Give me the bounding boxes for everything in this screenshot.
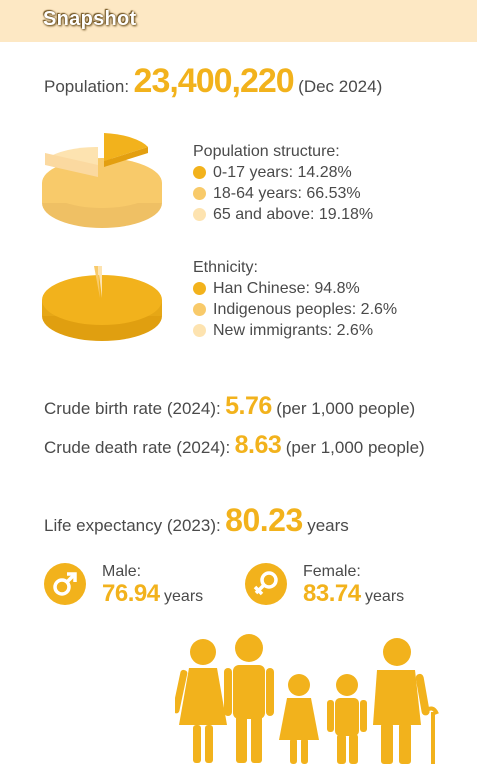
boy-figure [327, 674, 367, 764]
population-row: Population: 23,400,220 (Dec 2024) [44, 62, 382, 101]
pie-slice-65-plus-side [45, 153, 98, 177]
female-label: Female: [303, 563, 361, 580]
population-note: (Dec 2024) [298, 77, 383, 96]
female-symbol-icon [245, 563, 287, 605]
life-expectancy-unit: years [307, 516, 349, 535]
death-rate-note: (per 1,000 people) [285, 438, 425, 457]
ethnicity-title: Ethnicity: [193, 259, 258, 276]
pie-slice-new-immigrants [98, 266, 102, 298]
female-block: Female: 83.74 years [303, 561, 404, 608]
male-unit: years [164, 588, 204, 605]
male-value: 76.94 [102, 580, 160, 607]
life-expectancy-value: 80.23 [225, 502, 303, 538]
birth-rate-note: (per 1,000 people) [276, 399, 416, 418]
life-expectancy-row: Life expectancy (2023): 80.23 years [44, 502, 349, 539]
legend-label: 0-17 years: 14.28% [213, 164, 352, 181]
life-expectancy-label: Life expectancy (2023): [44, 516, 221, 535]
population-value: 23,400,220 [133, 62, 295, 100]
legend-dot [193, 208, 206, 221]
legend-dot [193, 187, 206, 200]
pie-slice-indigenous [94, 266, 100, 298]
legend-item-0-17: 0-17 years: 14.28% [193, 162, 373, 183]
birth-rate-label: Crude birth rate (2024): [44, 399, 221, 418]
legend-label: Indigenous peoples: 2.6% [213, 301, 398, 318]
pie-slice-han [42, 275, 162, 325]
legend-dot [193, 166, 206, 179]
header-bar: Snapshot [0, 0, 477, 42]
death-rate-label: Crude death rate (2024): [44, 438, 231, 457]
population-structure-legend: Population structure: 0-17 years: 14.28%… [193, 141, 373, 225]
family-illustration [175, 634, 439, 764]
male-symbol-icon [44, 563, 86, 605]
female-value: 83.74 [303, 580, 361, 607]
population-structure-pie [42, 133, 162, 228]
birth-rate-value: 5.76 [225, 392, 272, 420]
elder-figure [373, 638, 439, 764]
legend-label: 18-64 years: 66.53% [213, 185, 361, 202]
legend-item-18-64: 18-64 years: 66.53% [193, 183, 373, 204]
legend-label: 65 and above: 19.18% [213, 206, 374, 223]
page-title: Snapshot [43, 8, 137, 30]
legend-item-65-plus: 65 and above: 19.18% [193, 204, 373, 225]
legend-label: Han Chinese: 94.8% [213, 280, 360, 297]
death-rate-row: Crude death rate (2024): 8.63 (per 1,000… [44, 431, 425, 460]
female-unit: years [365, 588, 405, 605]
girl-figure [279, 674, 319, 764]
male-block: Male: 76.94 years [102, 561, 203, 608]
legend-dot [193, 303, 206, 316]
woman-figure [175, 639, 227, 763]
male-label: Male: [102, 563, 142, 580]
legend-label: New immigrants: 2.6% [213, 322, 374, 339]
ethnicity-pie [42, 266, 162, 341]
death-rate-value: 8.63 [234, 431, 282, 459]
ethnicity-legend: Ethnicity: Han Chinese: 94.8% Indigenous… [193, 257, 397, 341]
man-figure [224, 634, 274, 763]
legend-item-indigenous: Indigenous peoples: 2.6% [193, 299, 397, 320]
pie-slice-0-17-side [104, 147, 148, 167]
population-structure-title: Population structure: [193, 143, 340, 160]
pie-slice-0-17 [104, 133, 148, 161]
birth-rate-row: Crude birth rate (2024): 5.76 (per 1,000… [44, 392, 415, 421]
legend-item-han: Han Chinese: 94.8% [193, 278, 397, 299]
legend-item-new-immigrants: New immigrants: 2.6% [193, 320, 397, 341]
population-label: Population: [44, 77, 130, 96]
legend-dot [193, 324, 206, 337]
legend-dot [193, 282, 206, 295]
